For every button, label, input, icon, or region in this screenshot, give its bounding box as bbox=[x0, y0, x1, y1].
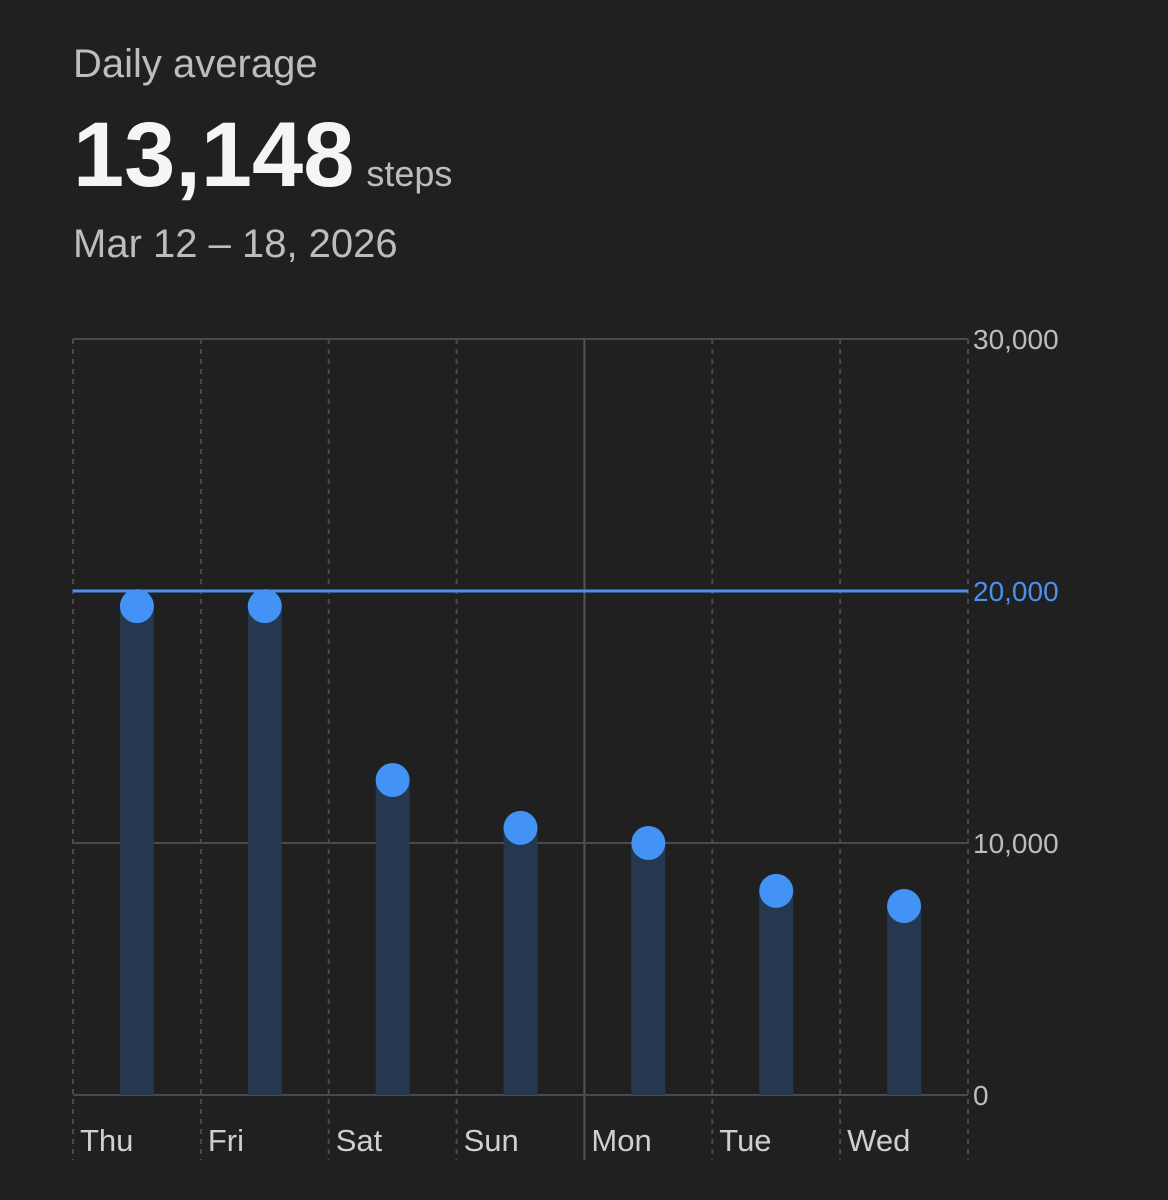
y-tick-label: 0 bbox=[973, 1080, 989, 1111]
x-tick-label: Sun bbox=[464, 1123, 519, 1158]
y-tick-label: 30,000 bbox=[973, 324, 1059, 355]
x-tick-label: Sat bbox=[336, 1123, 383, 1158]
value-unit: steps bbox=[366, 153, 452, 194]
bar-dot bbox=[247, 589, 282, 624]
y-tick-label: 20,000 bbox=[973, 576, 1059, 607]
bar-stem bbox=[887, 906, 922, 1095]
bar-stem bbox=[375, 780, 410, 1095]
bar-dot bbox=[119, 589, 154, 624]
bar-stem bbox=[119, 606, 154, 1095]
bar-stem bbox=[247, 606, 282, 1095]
daily-average-value: 13,148 bbox=[73, 104, 354, 206]
x-tick-label: Tue bbox=[719, 1123, 771, 1158]
bar-dot bbox=[887, 889, 922, 923]
x-tick-label: Thu bbox=[80, 1123, 133, 1158]
header-title: Daily average bbox=[73, 42, 318, 86]
bar-stem bbox=[631, 843, 666, 1095]
date-range: Mar 12 – 18, 2026 bbox=[73, 222, 398, 266]
y-tick-label: 10,000 bbox=[973, 828, 1059, 859]
bar-stem bbox=[759, 890, 794, 1095]
x-tick-label: Fri bbox=[208, 1123, 244, 1158]
bar-dot bbox=[631, 826, 666, 860]
bar-dot bbox=[503, 810, 538, 845]
bar-dot bbox=[759, 873, 794, 908]
bar-stem bbox=[503, 827, 538, 1095]
x-tick-label: Wed bbox=[847, 1123, 910, 1158]
bar-dot bbox=[375, 763, 410, 797]
x-tick-label: Mon bbox=[591, 1123, 651, 1158]
